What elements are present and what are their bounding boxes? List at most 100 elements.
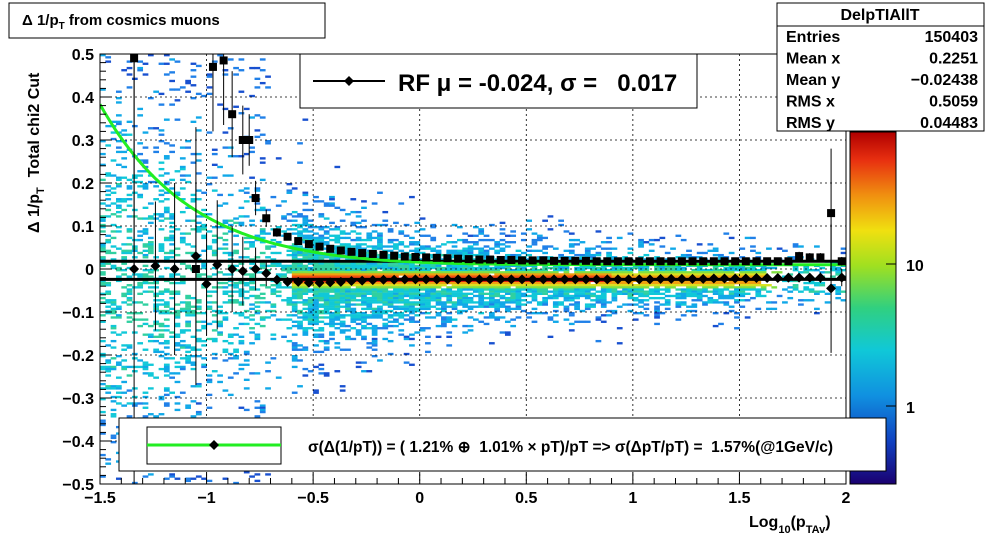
sigma-point [411,252,420,261]
sigma-point [245,136,254,144]
stats-label: Mean x [786,51,840,68]
stats-label: RMS y [786,115,835,132]
sigma-point [422,253,431,262]
x-tick-label: 2 [842,490,851,507]
sigma-point [667,257,676,266]
sigma-point [549,256,558,265]
mean-point [591,274,602,285]
mean-point [836,272,846,283]
sigma-point [518,256,527,265]
mean-point [389,274,400,285]
stats-name: DelpTIAllT [840,7,919,24]
mean-point [815,272,826,283]
mean-point [367,275,378,286]
sigma-point [603,257,612,266]
mean-point [740,273,751,284]
mean-point [442,274,453,285]
mean-point [676,273,687,284]
sigma-point [379,250,388,259]
mean-point [495,274,506,285]
mean-point [399,274,410,285]
sigma-point [784,257,793,266]
sigma-point [688,257,697,266]
x-axis-title: Log10(pTAv) [749,514,831,536]
sigma-point [219,56,228,65]
sigma-point [837,257,846,266]
legend-text: σ(Δ(1/pT)) = ( 1.21% ⊕ 1.01% × pT)/pT =>… [308,439,833,456]
sigma-point [358,249,367,258]
colorbar-tick-10: 10 [906,258,924,275]
fit-legend-marker [344,76,354,86]
sigma-point [496,255,505,264]
chart-title: Δ 1/pT from cosmics muons [22,12,220,32]
colorbar-tick-1: 1 [906,400,915,417]
y-tick-label: −0.4 [62,434,94,451]
stats-value: −0.02438 [911,72,978,89]
sigma-point [432,253,441,262]
sigma-point [741,257,750,266]
x-tick-label: 1 [628,490,637,507]
mean-point [570,274,581,285]
sigma-point [699,257,708,266]
sigma-point [528,256,537,265]
stats-label: Mean y [786,72,840,89]
title-box [8,2,326,39]
mean-point [303,277,314,288]
mean-point [559,274,570,285]
mean-point [357,275,368,286]
sigma-point [238,136,247,144]
mean-point [762,273,773,284]
y-axis-ticks: 0.5 0.4 0.3 0.2 0.1 0 −0.1 −0.2 −0.3 −0.4 −0.5 [62,47,112,494]
sigma-point [262,214,271,223]
mean-point [346,276,357,287]
mean-point [237,266,248,277]
mean-point [783,272,794,283]
x-tick-label: 0.5 [515,490,537,507]
sigma-point [635,257,644,266]
y-tick-label: −0.3 [62,391,94,408]
mean-point [250,264,261,274]
sigma-point [326,244,335,253]
sigma-point [400,252,409,261]
mean-point [730,273,741,284]
mean-point [314,277,325,288]
mean-point [538,274,549,285]
sigma-point [251,194,260,203]
mean-point [282,276,293,287]
sigma-point [304,240,313,249]
mean-point [453,274,464,285]
mean-point [708,273,719,284]
sigma-point [571,256,580,265]
data-points [129,54,846,484]
sigma-point [731,257,740,266]
mean-point [410,274,421,285]
mean-point [463,274,474,285]
mean-point [261,268,272,279]
sigma-point [454,254,463,263]
sigma-point [805,253,814,262]
mean-point [623,274,634,285]
sigma-point [560,256,569,265]
mean-point [227,264,238,274]
sigma-point [816,253,825,262]
sigma-point [592,257,601,266]
y-tick-label: −0.2 [62,348,94,365]
mean-point [325,277,336,288]
stats-value: 0.2251 [929,51,978,68]
mean-point [719,273,730,284]
mean-point [506,274,517,285]
sigma-point [645,257,654,266]
sigma-point [368,249,377,258]
x-tick-label: −0.5 [297,490,329,507]
mean-point [794,272,805,283]
mean-point [804,272,815,283]
sigma-point [130,54,139,63]
x-tick-label: −1 [197,490,215,507]
sigma-point [208,62,217,71]
sigma-point [507,255,516,264]
y-tick-label: 0.4 [72,90,94,107]
x-tick-label: 0 [415,490,424,507]
sigma-point [720,257,729,266]
mean-point [602,274,613,285]
